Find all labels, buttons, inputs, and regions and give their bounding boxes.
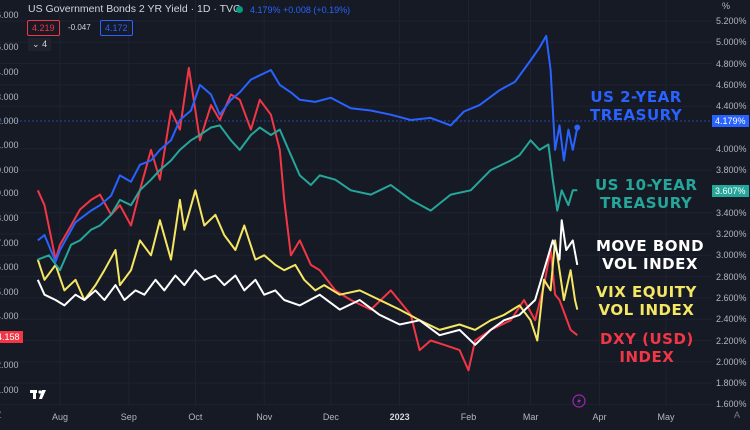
left-axis-label: 3.000 — [0, 92, 19, 102]
chevron-down-icon: ⌄ — [32, 39, 40, 49]
tradingview-logo — [30, 390, 46, 399]
left-axis-label: 1.000 — [0, 140, 19, 150]
x-tick-label: Nov — [256, 412, 273, 422]
annotation-line: US 10-YEAR — [595, 176, 698, 194]
x-tick-label: 2023 — [389, 412, 410, 422]
left-axis-label: 5.000 — [0, 287, 19, 297]
dxy-price-badge: 4.158 — [0, 331, 23, 343]
x-tick-label: Mar — [522, 412, 539, 422]
annotation-line: US 2-YEAR — [590, 88, 682, 106]
us10y-price-badge: 3.607% — [712, 185, 749, 197]
left-axis-label: 4.000 — [0, 311, 19, 321]
x-tick-label: Apr — [592, 412, 607, 422]
series-line-move-bond-vol-index — [36, 219, 579, 346]
auto-scale-button[interactable]: A — [734, 410, 741, 420]
left-axis-label: 8.000 — [0, 213, 19, 223]
right-axis-label: 2.400% — [716, 314, 747, 325]
right-axis-label: 3.400% — [716, 207, 747, 218]
buy-price[interactable]: 4.172 — [100, 20, 133, 36]
indicator-count: 4 — [42, 39, 48, 49]
right-axis-label: 5.200% — [716, 16, 747, 26]
right-axis-label: 4.000% — [716, 143, 747, 154]
right-axis-label: 3.000% — [716, 250, 747, 261]
right-axis-label: 5.000% — [716, 37, 747, 48]
change-value: +0.008 (+0.19%) — [283, 5, 351, 15]
series-line-us-10-year-treasury — [37, 124, 578, 272]
collapse-indicators-button[interactable]: ⌄ 4 — [28, 38, 52, 51]
annotation-line: VOL INDEX — [598, 301, 695, 319]
annotation-line: TREASURY — [590, 106, 683, 124]
annotation-move: MOVE BOND VOL INDEX — [596, 237, 704, 273]
x-tick-label: May — [657, 412, 675, 422]
annotation-us2y: US 2-YEAR TREASURY — [590, 88, 682, 124]
left-axis-label: 4.000 — [0, 67, 19, 77]
annotation-dxy: DXY (USD) INDEX — [600, 330, 694, 366]
annotation-us10y: US 10-YEAR TREASURY — [595, 176, 697, 212]
last-point-marker — [574, 124, 581, 131]
left-axis-label: 2.000 — [0, 360, 19, 370]
x-tick-label: Dec — [322, 412, 339, 422]
series-line-vix-equity-vol-index — [36, 189, 579, 342]
right-axis-label: 2.000% — [716, 356, 747, 367]
sell-price[interactable]: 4.219 — [27, 20, 60, 36]
left-axis-label: 1.000 — [0, 385, 19, 395]
header-values: 4.179% +0.008 (+0.19%) — [250, 5, 350, 15]
left-axis-label: 9.000 — [0, 188, 19, 198]
lightning-icon[interactable] — [572, 394, 586, 408]
market-status-icon — [236, 6, 243, 13]
left-axis-label: 0.000 — [0, 165, 19, 175]
annotation-line: VIX EQUITY — [596, 283, 697, 301]
series-lines — [36, 34, 581, 372]
right-axis-unit: % — [722, 1, 731, 11]
annotation-line: DXY (USD) — [600, 330, 694, 348]
left-axis-label: 6.000 — [0, 42, 19, 52]
right-axis-label: 2.800% — [716, 271, 747, 282]
x-tick-label: Oct — [188, 412, 203, 422]
series-line-us-2-year-treasury — [37, 34, 579, 263]
chart-title: US Government Bonds 2 YR Yield · 1D · TV… — [28, 3, 241, 15]
right-axis-label: 1.800% — [716, 378, 747, 389]
left-axis-label: 6.000 — [0, 10, 19, 20]
us2y-price-badge: 4.179% — [712, 115, 749, 127]
left-axis-label: 7.000 — [0, 238, 19, 248]
x-tick-label: Feb — [460, 412, 477, 422]
left-axis-label: 2.000 — [0, 116, 19, 126]
left-axis-label: 6.000 — [0, 262, 19, 272]
annotation-line: INDEX — [619, 348, 675, 366]
right-axis-label: 4.800% — [716, 58, 747, 69]
right-axis-label: 3.800% — [716, 165, 747, 176]
right-axis-label: 2.600% — [716, 292, 747, 303]
annotation-line: TREASURY — [600, 194, 693, 212]
annotation-line: MOVE BOND — [596, 237, 705, 255]
right-axis-label: 4.600% — [716, 79, 747, 90]
x-tick-label: Sep — [120, 412, 137, 422]
last-value: 4.179% — [250, 5, 281, 15]
annotation-line: VOL INDEX — [602, 255, 698, 273]
left-scale-mode-button[interactable]: Z — [0, 410, 2, 420]
right-axis-label: 1.600% — [716, 399, 747, 410]
x-tick-label: Aug — [51, 412, 69, 422]
spread-value: -0.047 — [68, 23, 91, 32]
right-axis-label: 4.400% — [716, 101, 747, 112]
right-axis-label: 3.200% — [716, 229, 747, 239]
right-axis-label: 2.200% — [716, 335, 747, 346]
annotation-vix: VIX EQUITY VOL INDEX — [596, 283, 697, 319]
series-line-dxy-usd-index — [36, 66, 578, 372]
